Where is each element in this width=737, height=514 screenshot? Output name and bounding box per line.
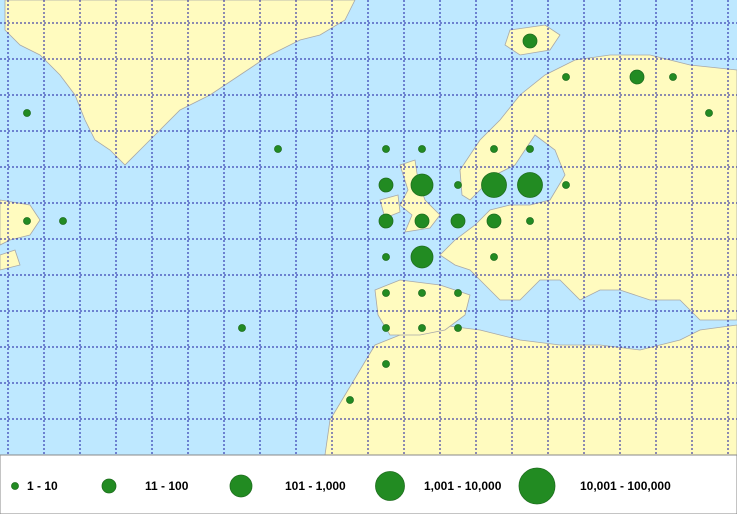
legend-label: 10,001 - 100,000 <box>580 479 671 493</box>
legend-symbol <box>101 478 117 494</box>
legend-label: 101 - 1,000 <box>285 479 346 493</box>
legend-label: 1 - 10 <box>27 479 58 493</box>
legend-symbol <box>229 474 253 498</box>
legend-symbol <box>11 482 19 490</box>
graticule <box>0 0 737 455</box>
legend-panel <box>0 454 737 514</box>
legend-symbol <box>518 467 556 505</box>
legend-symbol <box>375 471 405 501</box>
markers <box>23 33 713 404</box>
legend-label: 1,001 - 10,000 <box>424 479 502 493</box>
land <box>0 0 737 456</box>
legend: 1 - 10 11 - 100 101 - 1,000 1,001 - 10,0… <box>11 467 671 505</box>
legend-label: 11 - 100 <box>145 479 189 493</box>
